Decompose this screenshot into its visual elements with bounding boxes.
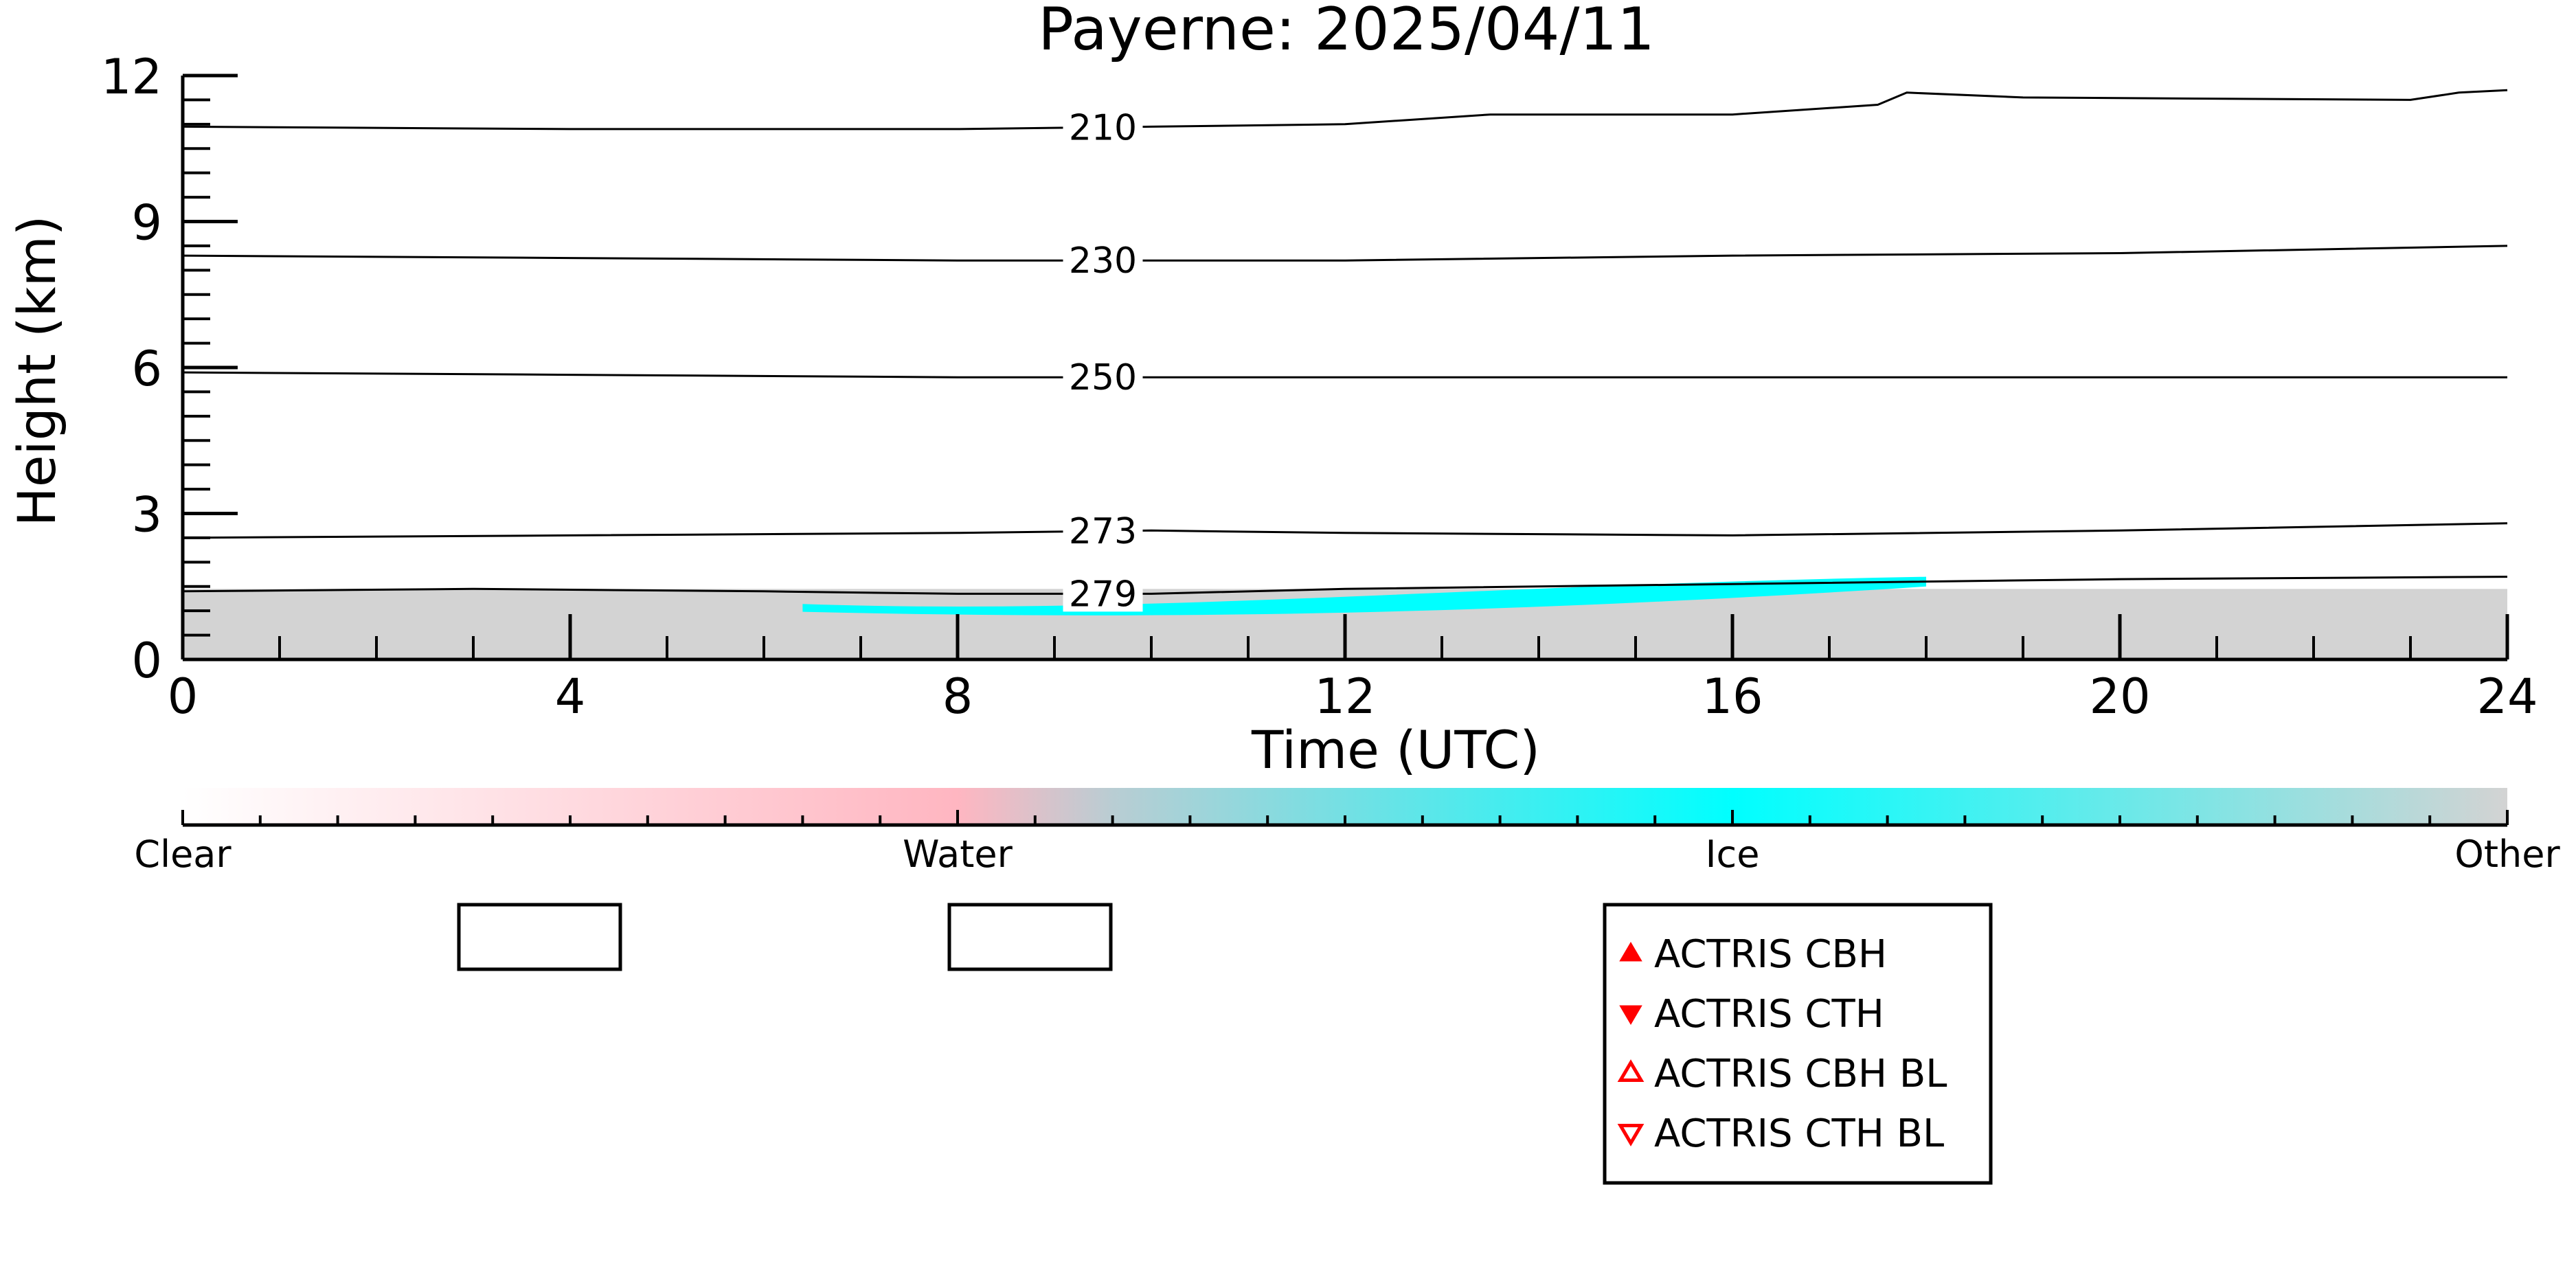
x-tick-label: 4 bbox=[555, 668, 586, 725]
legend-marker-triangle-up-open bbox=[1617, 1059, 1645, 1082]
classification-colorbar: Clear Water Ice Other bbox=[134, 788, 2560, 876]
legend-label: ACTRIS CBH BL bbox=[1654, 1052, 1947, 1096]
legend-label: ACTRIS CTH BL bbox=[1654, 1111, 1944, 1156]
contour-label-273: 273 bbox=[1069, 511, 1137, 552]
colorbar-label-water: Water bbox=[903, 833, 1013, 876]
legend-marker-triangle-up-filled bbox=[1619, 942, 1642, 962]
contour-label-bg-279 bbox=[1063, 576, 1143, 612]
legend-marker-triangle-down-filled bbox=[1619, 1005, 1642, 1025]
contour-label-250: 250 bbox=[1069, 357, 1137, 398]
legend-frame bbox=[1603, 903, 1993, 1185]
y-tick-label: 3 bbox=[131, 487, 162, 543]
colorbar-label-other: Other bbox=[2454, 833, 2560, 876]
x-tick-label: 0 bbox=[168, 668, 199, 725]
plot-axes: 0 3 6 9 12 0 4 8 12 16 20 24 bbox=[101, 49, 2538, 725]
empty-legend-box-2 bbox=[947, 903, 1113, 971]
contour-230 bbox=[182, 245, 2508, 262]
contour-label-bg-230 bbox=[1063, 242, 1143, 279]
x-tick-label: 24 bbox=[2476, 668, 2538, 725]
legend: ACTRIS CBH ACTRIS CTH ACTRIS CBH BL ACTRIS … bbox=[1603, 903, 1993, 1185]
chart-title: Payerne: 2025/04/11 bbox=[1038, 0, 1655, 64]
colorbar-label-clear: Clear bbox=[134, 833, 231, 876]
contour-279 bbox=[182, 576, 2508, 595]
empty-legend-box-1 bbox=[457, 903, 622, 971]
contour-250 bbox=[182, 371, 2507, 379]
contour-210 bbox=[182, 89, 2508, 131]
x-tick-label: 8 bbox=[942, 668, 973, 725]
x-tick-label: 16 bbox=[1702, 668, 1763, 725]
contour-label-279: 279 bbox=[1069, 574, 1137, 615]
legend-label: ACTRIS CBH bbox=[1654, 932, 1887, 977]
contour-273 bbox=[182, 522, 2508, 539]
contour-label-230: 230 bbox=[1069, 240, 1137, 282]
y-tick-label: 9 bbox=[131, 195, 162, 251]
legend-marker-triangle-down-open bbox=[1617, 1124, 1645, 1146]
y-tick-label: 0 bbox=[131, 633, 162, 689]
contour-label-bg-273 bbox=[1063, 513, 1143, 550]
contour-label-bg-250 bbox=[1063, 359, 1143, 396]
colorbar-label-ice: Ice bbox=[1706, 833, 1760, 876]
contour-label-210: 210 bbox=[1069, 107, 1137, 148]
legend-label: ACTRIS CTH bbox=[1654, 992, 1884, 1037]
contour-label-bg-210 bbox=[1063, 109, 1143, 146]
x-tick-label: 12 bbox=[1314, 668, 1375, 725]
y-axis-title: Height (km) bbox=[6, 216, 67, 527]
x-tick-label: 20 bbox=[2089, 668, 2150, 725]
y-tick-label: 6 bbox=[131, 341, 162, 397]
x-axis-title: Time (UTC) bbox=[1251, 719, 1540, 780]
plot-area: 210 230 250 273 279 0 3 6 9 12 0 4 8 12 16 20 24 bbox=[101, 49, 2538, 725]
y-tick-label: 12 bbox=[101, 49, 162, 105]
temperature-contours: 210 230 250 273 279 bbox=[182, 89, 2508, 615]
